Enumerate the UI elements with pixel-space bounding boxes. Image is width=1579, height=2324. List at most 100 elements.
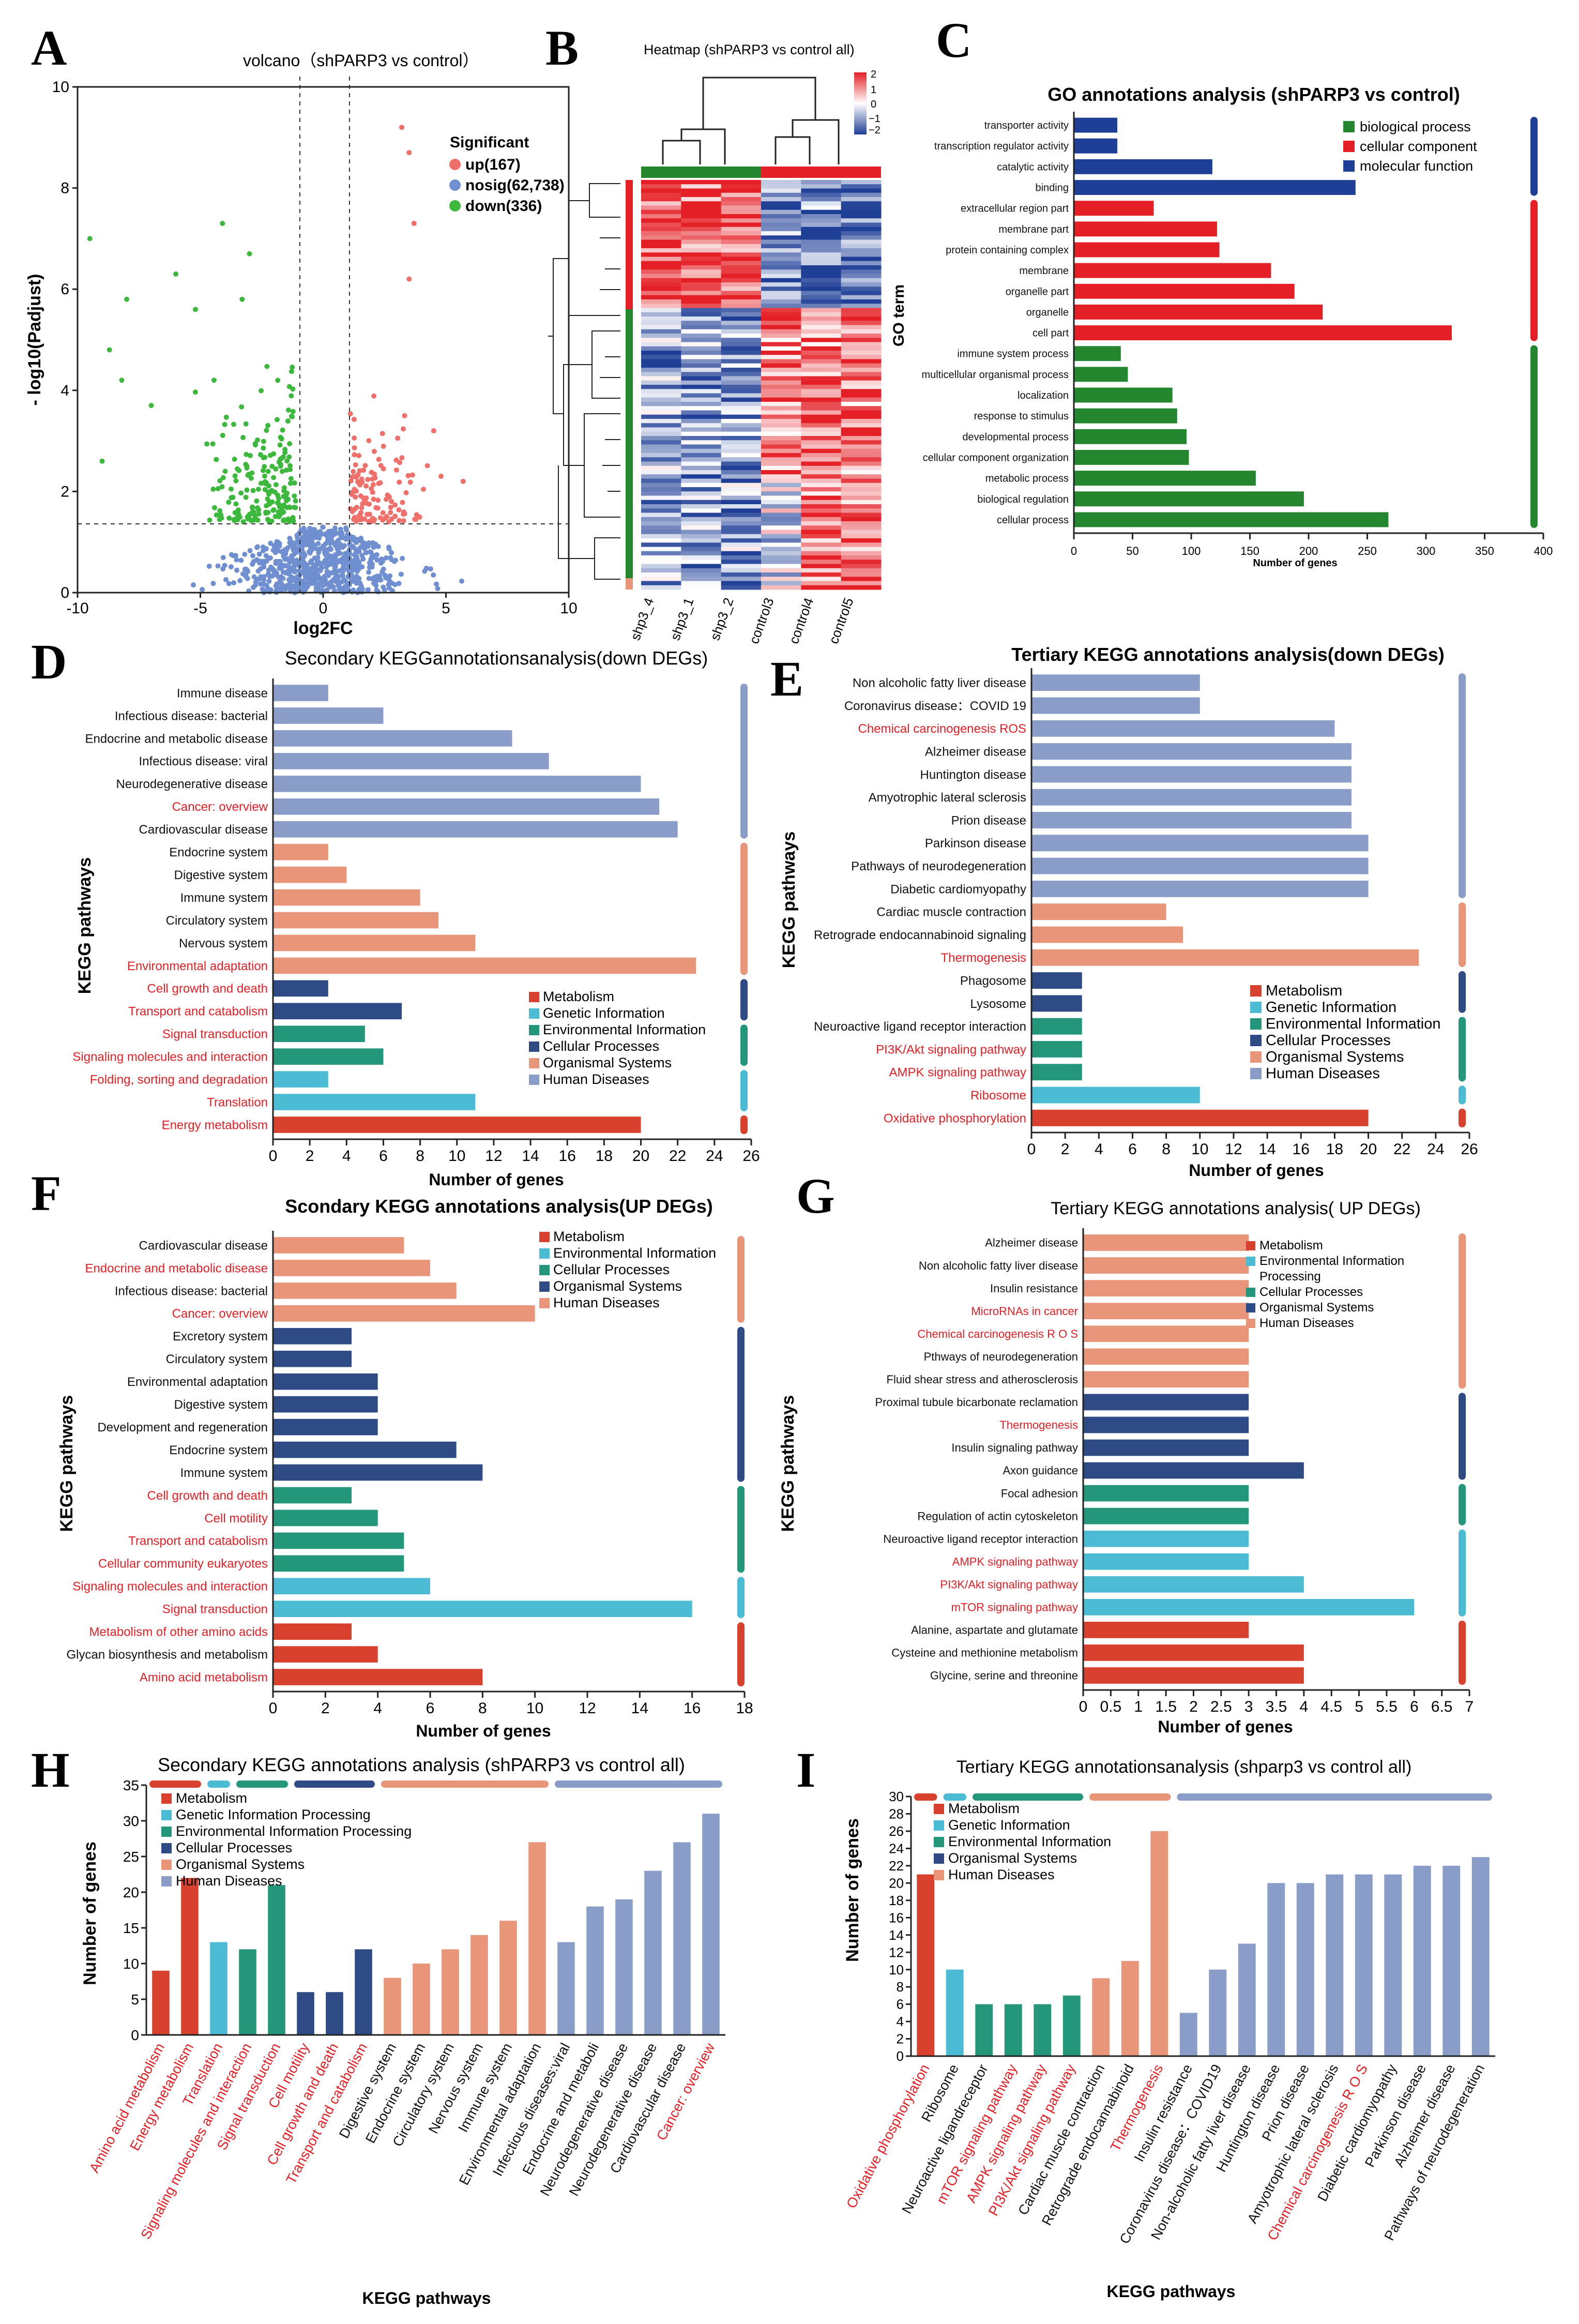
volcano-point	[321, 582, 326, 588]
heatmap-cell	[841, 282, 882, 287]
heatmap-cell	[801, 291, 842, 296]
heatmap-cell	[641, 334, 681, 338]
volcano-point	[233, 478, 239, 484]
bar	[1083, 1598, 1415, 1616]
heatmap-cell	[681, 231, 722, 236]
heatmap-cell	[801, 517, 842, 522]
heatmap-cell	[721, 542, 762, 547]
heatmap-cell	[801, 393, 842, 398]
volcano-point	[271, 475, 277, 480]
bar	[1238, 1943, 1256, 2056]
bar	[273, 753, 549, 769]
heatmap-cell	[761, 218, 801, 223]
x-tick-label: 2	[1061, 1141, 1070, 1158]
heatmap-cell	[761, 419, 801, 424]
group-bracket	[737, 1486, 745, 1573]
category-label: Cellular community eukaryotes	[98, 1557, 268, 1571]
heatmap-cell	[681, 252, 722, 257]
heatmap-cell	[641, 338, 681, 342]
heatmap-cell	[841, 338, 882, 342]
volcano-point	[278, 434, 283, 440]
heatmap-cell	[681, 414, 722, 419]
heatmap-cell	[761, 504, 801, 509]
group-bracket	[737, 1236, 745, 1323]
volcano-point	[237, 578, 243, 583]
heatmap-cell	[801, 538, 842, 543]
heatmap-cell	[681, 555, 722, 560]
kegg-i-ylabel: Number of genes	[843, 1818, 862, 1962]
bar	[273, 821, 678, 838]
legend-label-environmental: Environmental Information	[948, 1834, 1111, 1849]
volcano-point	[397, 518, 402, 523]
bar	[1074, 304, 1323, 320]
heatmap-cell	[641, 530, 681, 535]
heatmap-col-label: control4	[786, 596, 817, 646]
heatmap-cell	[761, 205, 801, 210]
volcano-point	[244, 487, 250, 493]
volcano-title: volcano（shPARP3 vs control）	[243, 51, 479, 70]
category-label: transporter activity	[984, 120, 1069, 131]
volcano-point	[261, 564, 267, 570]
panel-d: D Secondary KEGGannotationsanalysis(down…	[31, 634, 760, 1189]
heatmap-cell	[681, 512, 722, 518]
heatmap-cell	[841, 534, 882, 539]
heatmap-cell	[761, 342, 801, 347]
category-label: Endocrine and metabolic disease	[85, 732, 268, 746]
bar	[273, 1464, 483, 1481]
heatmap-cell	[841, 334, 882, 338]
heatmap-cell	[801, 512, 842, 518]
volcano-point	[378, 560, 384, 566]
heatmap-cell	[841, 478, 882, 484]
heatmap-cell	[681, 487, 722, 492]
heatmap-cell	[721, 491, 762, 496]
volcano-point	[367, 560, 372, 566]
volcano-point	[313, 575, 319, 580]
volcano-point	[218, 512, 224, 518]
heatmap-cell	[641, 564, 681, 569]
x-tick-label: 300	[1417, 545, 1436, 557]
heatmap-cell	[681, 265, 722, 270]
heatmap-cell	[801, 269, 842, 274]
heatmap-cell	[681, 530, 722, 535]
volcano-point	[337, 586, 342, 592]
bar	[273, 775, 641, 792]
heatmap-cell	[721, 406, 762, 411]
heatmap-cell	[641, 500, 681, 505]
heatmap-cell	[681, 427, 722, 432]
kegg-d-title: Secondary KEGGannotationsanalysis(down D…	[285, 647, 708, 669]
volcano-point	[280, 503, 286, 508]
volcano-point	[255, 558, 261, 564]
volcano-point	[411, 221, 417, 227]
volcano-point	[275, 378, 281, 383]
bar	[1083, 1667, 1304, 1684]
heatmap-cell	[721, 368, 762, 372]
category-label: Transport and catabolism	[128, 1005, 268, 1019]
volcano-point	[308, 560, 314, 566]
heatmap-cell	[801, 547, 842, 552]
volcano-point	[376, 480, 382, 486]
heatmap-group-bar-shp3	[641, 167, 761, 178]
heatmap-cell	[841, 560, 882, 564]
y-tick-label: 15	[123, 1920, 139, 1936]
volcano-point	[252, 441, 258, 446]
bar	[1031, 880, 1369, 897]
x-tick-label: 2	[306, 1148, 314, 1165]
heatmap-cell	[841, 325, 882, 330]
x-tick-label: 200	[1299, 545, 1318, 557]
go-title: GO annotations analysis (shPARP3 vs cont…	[1047, 84, 1460, 105]
volcano-point	[282, 447, 288, 452]
panel-b: B Heatmap (shPARP3 vs control all)	[545, 20, 882, 646]
volcano-point	[393, 557, 399, 563]
volcano-point	[307, 550, 313, 556]
volcano-point	[347, 506, 353, 511]
volcano-point	[370, 516, 376, 521]
heatmap-cell	[841, 372, 882, 376]
category-label: localization	[1018, 390, 1069, 401]
heatmap-cell	[801, 542, 842, 547]
legend-swatch-organismal	[1246, 1303, 1255, 1312]
volcano-point	[322, 546, 327, 552]
heatmap-cell	[801, 252, 842, 257]
kegg-i-xlabel: KEGG pathways	[1107, 2282, 1236, 2301]
category-label: multicellular organismal process	[921, 369, 1069, 381]
